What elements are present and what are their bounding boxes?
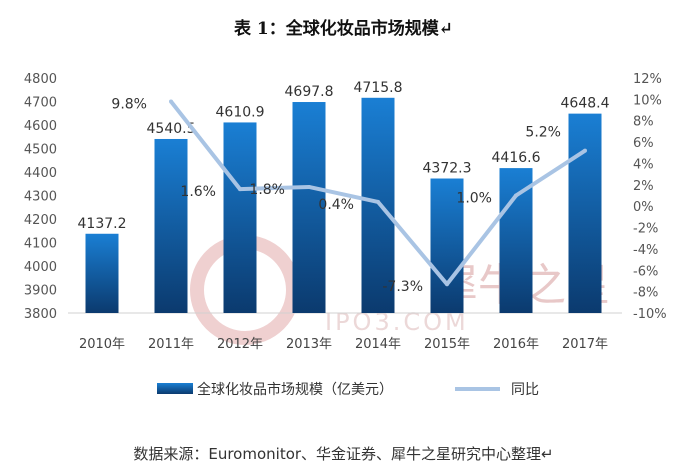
- y-left-tick-label: 4800: [24, 72, 57, 87]
- y-left-tick-label: 4000: [24, 260, 57, 275]
- bar: [568, 113, 602, 313]
- bar-value-label: 4648.4: [561, 96, 610, 112]
- y-right-tick-label: 12%: [633, 72, 662, 87]
- y-left-tick-label: 4400: [24, 166, 57, 181]
- yoy-point: [307, 184, 311, 189]
- yoy-point: [376, 199, 380, 204]
- yoy-value-label: 5.2%: [525, 125, 561, 141]
- y-right-tick-label: -2%: [633, 222, 658, 237]
- legend-bar-label: 全球化妆品市场规模（亿美元）: [197, 381, 393, 398]
- bar: [292, 102, 326, 313]
- y-left-tick-label: 4200: [24, 213, 57, 228]
- yoy-value-label: 9.8%: [111, 97, 147, 113]
- y-left-tick-label: 4300: [24, 190, 57, 205]
- legend-bar-swatch: [157, 383, 193, 394]
- x-tick-label: 2012年: [217, 337, 263, 352]
- bar: [361, 97, 395, 313]
- y-right-tick-label: -8%: [633, 286, 658, 301]
- y-right-tick-label: 0%: [633, 200, 654, 215]
- bar-value-label: 4540.5: [147, 121, 196, 137]
- x-tick-label: 2016年: [493, 337, 539, 352]
- y-left-tick-label: 3900: [24, 284, 57, 299]
- y-left-tick-label: 4100: [24, 237, 57, 252]
- bar-value-label: 4137.2: [78, 216, 127, 232]
- y-right-tick-label: 6%: [633, 136, 654, 151]
- bar-value-label: 4610.9: [216, 104, 265, 120]
- bar: [85, 233, 119, 313]
- y-right-tick-label: 4%: [633, 157, 654, 172]
- chart-title: 表 1：全球化妆品市场规模↵: [234, 19, 453, 39]
- bar-value-label: 4715.8: [354, 80, 403, 96]
- bar: [223, 122, 257, 313]
- bar-value-label: 4372.3: [423, 161, 472, 177]
- yoy-value-label: 0.4%: [318, 197, 354, 213]
- x-tick-label: 2013年: [286, 337, 332, 352]
- yoy-value-label: 1.8%: [249, 182, 285, 198]
- legend-line-label: 同比: [511, 382, 539, 398]
- yoy-value-label: 1.0%: [456, 191, 492, 207]
- y-left-tick-label: 3800: [24, 307, 57, 322]
- yoy-point: [583, 148, 587, 153]
- yoy-point: [514, 193, 518, 198]
- x-tick-label: 2011年: [148, 337, 194, 352]
- y-right-tick-label: 2%: [633, 179, 654, 194]
- y-right-tick-label: 8%: [633, 115, 654, 130]
- y-left-tick-label: 4700: [24, 96, 57, 111]
- y-right-tick-label: -6%: [633, 264, 658, 279]
- yoy-point: [169, 99, 173, 104]
- y-left-tick-label: 4600: [24, 119, 57, 134]
- y-right-tick-label: -4%: [633, 243, 658, 258]
- y-left-tick-label: 4500: [24, 143, 57, 158]
- x-tick-label: 2014年: [355, 337, 401, 352]
- bar-value-label: 4697.8: [285, 84, 334, 100]
- source-note: 数据来源：Euromonitor、华金证券、犀牛之星研究中心整理↵: [133, 445, 554, 463]
- yoy-value-label: 1.6%: [180, 184, 216, 200]
- yoy-value-label: -7.3%: [382, 279, 423, 295]
- bar: [499, 168, 533, 313]
- x-tick-label: 2017年: [562, 337, 608, 352]
- bar: [430, 178, 464, 313]
- yoy-point: [238, 187, 242, 192]
- x-tick-label: 2015年: [424, 337, 470, 352]
- x-tick-label: 2010年: [79, 337, 125, 352]
- y-right-tick-label: -10%: [633, 307, 667, 322]
- bar: [154, 138, 188, 313]
- bar-value-label: 4416.6: [492, 150, 541, 166]
- yoy-point: [445, 282, 449, 287]
- y-right-tick-label: 10%: [633, 93, 662, 108]
